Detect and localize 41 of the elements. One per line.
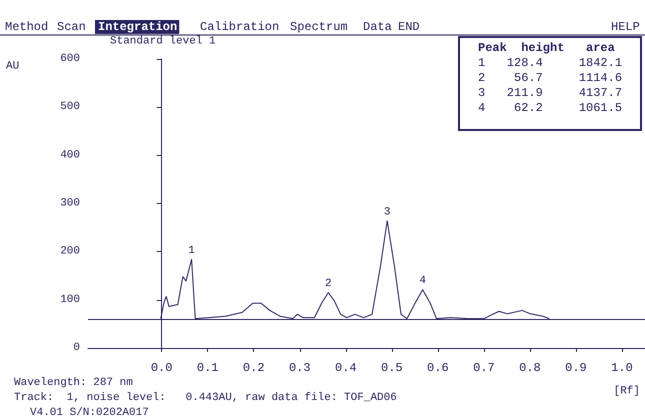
x-axis-title: [Rf] (614, 386, 640, 398)
annotation: 2 (324, 278, 332, 290)
text: Method (5, 20, 48, 34)
text: Wavelength: 287 nm (14, 377, 134, 389)
y-tick-label: 600 (60, 53, 80, 65)
x-tick-label: 0.7 (473, 361, 495, 375)
text: Spectrum (290, 20, 348, 34)
text: Scan (57, 20, 86, 34)
y-tick-label: 500 (60, 101, 80, 114)
text: Integration (98, 20, 178, 34)
y-axis-title: AU (6, 60, 20, 72)
y-tick-label: 300 (60, 198, 80, 210)
x-tick-label: 0.0 (150, 361, 172, 375)
y-tick-label: 400 (60, 149, 80, 162)
y-tick-label: 0 (73, 342, 80, 354)
annotation: 1 128.4 1842.1 (478, 56, 622, 71)
x-tick-label: 0.5 (381, 361, 403, 375)
annotation: 4 (419, 275, 426, 288)
x-tick-label: 1.0 (611, 361, 633, 375)
annotation: 1 (188, 244, 196, 257)
x-tick-label: 0.2 (242, 361, 265, 375)
annotation: 3 (384, 206, 391, 218)
x-tick-label: 0.3 (288, 361, 311, 375)
x-tick-label: 0.1 (196, 361, 218, 375)
x-tick-label: 0.8 (519, 361, 541, 375)
text: V4.01 S/N:0202A017 (30, 407, 149, 418)
text: Peak height area (478, 41, 615, 55)
text: Track: 1, noise level: 0.443AU, raw data file: TOF_AD06 (14, 392, 397, 404)
annotation: 3 211.9 4137.7 (478, 86, 622, 101)
x-tick-label: 0.4 (334, 361, 357, 375)
x-tick-label: 0.6 (427, 361, 449, 375)
text: Calibration (200, 20, 280, 34)
annotation: 4 62.2 1061.5 (478, 101, 622, 116)
x-tick-label: 0.9 (565, 361, 587, 375)
y-tick-label: 100 (60, 294, 80, 306)
text: HELP (611, 20, 640, 34)
text: Data (363, 20, 392, 34)
y-tick-label: 200 (60, 246, 80, 258)
annotation: 2 56.7 1114.6 (478, 71, 622, 86)
chart-title: Standard level 1 (110, 36, 216, 48)
text: END (398, 20, 420, 34)
